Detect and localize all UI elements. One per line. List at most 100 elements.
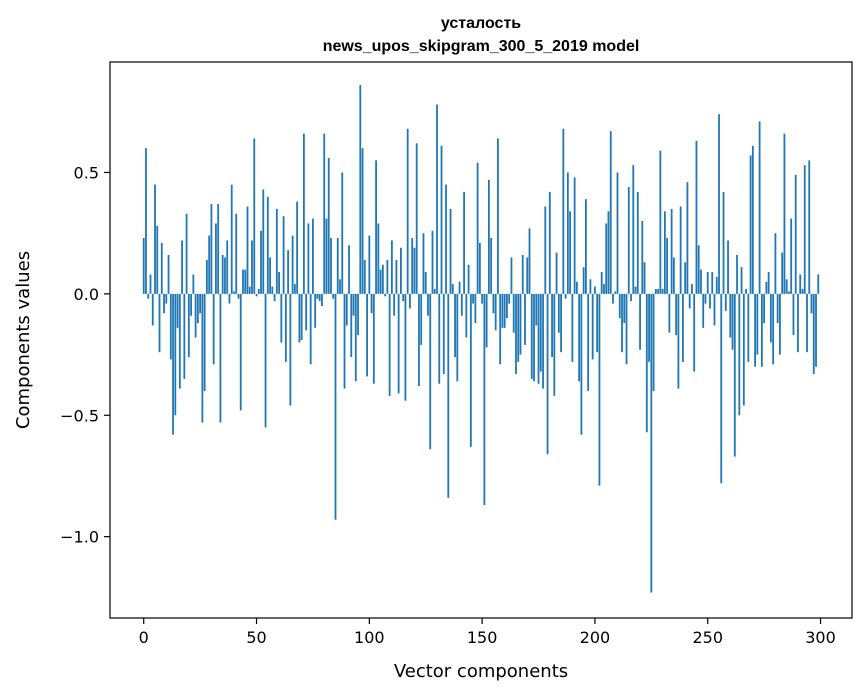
bar [591, 293, 594, 360]
bar [190, 293, 192, 316]
bar [580, 293, 583, 435]
bar [666, 238, 669, 294]
bar [174, 293, 177, 416]
bar [704, 293, 707, 304]
bar [731, 293, 734, 350]
bar [506, 293, 508, 319]
bar [359, 85, 362, 294]
bar [303, 133, 305, 294]
bar [330, 238, 332, 294]
bar [515, 293, 517, 374]
bar [560, 293, 562, 353]
bar [323, 133, 326, 294]
bar [756, 293, 759, 355]
chart-title: усталость news_upos_skipgram_300_5_2019 … [323, 15, 640, 55]
bar [305, 293, 308, 331]
bar [794, 174, 797, 294]
bar [808, 160, 811, 294]
bar [483, 293, 486, 506]
bar [284, 293, 287, 362]
bar [672, 257, 675, 294]
bar [643, 262, 646, 294]
bar [145, 148, 147, 294]
bar [339, 279, 341, 294]
bar [718, 114, 720, 294]
bar [614, 291, 617, 294]
bar [745, 289, 747, 294]
plot-frame [109, 61, 853, 619]
bar [720, 293, 723, 484]
bar [194, 293, 197, 338]
bar [548, 191, 551, 294]
bar [521, 255, 524, 294]
bar [812, 293, 815, 374]
bar [621, 293, 623, 353]
bar [499, 293, 502, 365]
bar [336, 238, 339, 294]
title-line-1: усталость [441, 15, 521, 32]
x-tick-label: 300 [805, 628, 836, 647]
bar [163, 293, 165, 314]
bar [724, 293, 727, 311]
bar [289, 293, 292, 406]
bar [742, 293, 745, 406]
bar [233, 291, 235, 294]
bar [205, 259, 208, 294]
bar [661, 289, 664, 294]
bar [282, 216, 285, 294]
bar [341, 172, 344, 294]
x-tick-label: 100 [354, 628, 385, 647]
bar [636, 191, 639, 294]
bar [409, 293, 411, 309]
bar [594, 286, 596, 294]
bar [280, 293, 283, 343]
bar [711, 272, 714, 294]
bar [262, 189, 265, 294]
bar [497, 138, 499, 294]
bar [438, 293, 441, 384]
bar [530, 293, 533, 379]
bar [293, 284, 296, 294]
bar [264, 293, 267, 428]
bar [668, 293, 671, 333]
bar [758, 121, 761, 294]
bar [388, 293, 391, 396]
bar [404, 293, 407, 401]
bar [142, 238, 145, 294]
bar [618, 293, 621, 319]
bar [587, 293, 590, 391]
bar [792, 293, 795, 336]
bar [307, 223, 310, 294]
bar [287, 250, 290, 294]
bar [625, 293, 628, 365]
bar [785, 279, 788, 294]
bar [196, 293, 199, 324]
bar-series [142, 85, 820, 593]
bar [736, 255, 738, 294]
y-tick-label: 0.5 [74, 163, 99, 182]
bar [528, 228, 531, 294]
bar [187, 293, 190, 357]
bar [386, 259, 389, 294]
bar [817, 274, 820, 294]
bar [334, 293, 337, 520]
bar [451, 284, 454, 294]
bar [740, 267, 743, 294]
bar [424, 272, 427, 294]
bar [535, 293, 538, 326]
bar [767, 272, 770, 294]
bar [368, 235, 371, 294]
bar [675, 293, 678, 336]
bar [494, 293, 497, 331]
bar [575, 281, 578, 294]
bar [503, 293, 506, 328]
y-axis-label: Components values [13, 251, 34, 429]
bar [603, 284, 605, 294]
bar [612, 293, 614, 304]
bar [427, 293, 429, 316]
bar [217, 204, 220, 294]
bar [654, 289, 657, 294]
bar [309, 293, 312, 365]
bar [596, 293, 599, 353]
bar [501, 293, 504, 328]
